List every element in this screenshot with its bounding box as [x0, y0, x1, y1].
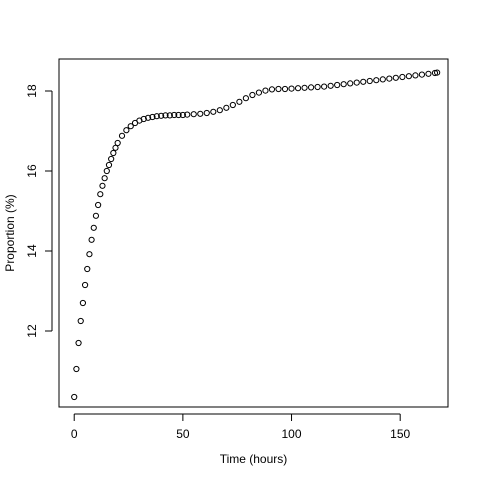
data-point [75, 339, 82, 347]
data-point [95, 201, 102, 209]
data-point [334, 81, 341, 89]
data-point [145, 114, 152, 121]
data-point [162, 112, 169, 119]
data-point [366, 77, 373, 85]
data-point [392, 74, 399, 81]
x-axis-label: Time (hours) [220, 452, 288, 466]
data-point [149, 113, 156, 121]
y-axis: 12 14 16 18 [25, 84, 53, 338]
data-point [347, 80, 354, 87]
x-tick-label: 100 [282, 427, 302, 441]
data-point [184, 111, 191, 118]
data-point [294, 85, 302, 92]
data-point [229, 101, 236, 109]
data-point [118, 132, 126, 139]
data-point [418, 71, 426, 78]
data-point [210, 108, 217, 115]
data-point [197, 110, 204, 117]
data-point [360, 78, 367, 85]
data-point [175, 111, 182, 119]
plot-frame [58, 58, 449, 408]
x-tick-label: 0 [71, 427, 78, 441]
data-point [123, 127, 130, 134]
y-tick-label: 16 [25, 164, 39, 178]
data-point [166, 112, 173, 119]
data-point [81, 281, 89, 289]
data-point [179, 111, 186, 119]
data-point [97, 191, 104, 198]
data-point [171, 111, 178, 119]
data-point [321, 83, 328, 90]
data-point [242, 95, 249, 102]
data-point [412, 72, 419, 79]
data-point [373, 77, 380, 84]
data-point [90, 224, 97, 231]
data-point [114, 139, 121, 147]
data-point [84, 265, 91, 273]
data-point [399, 73, 406, 81]
data-point [73, 365, 80, 373]
data-point [223, 104, 230, 111]
data-points [71, 69, 441, 401]
x-tick-label: 50 [176, 427, 190, 441]
data-point [386, 75, 393, 82]
data-point [340, 81, 347, 88]
data-point [353, 79, 360, 86]
data-point [158, 112, 165, 119]
data-point [425, 70, 432, 77]
data-point [327, 82, 334, 89]
data-point [216, 107, 223, 114]
data-point [110, 149, 117, 157]
data-point [275, 85, 282, 93]
data-point [101, 175, 108, 182]
data-point [262, 87, 269, 94]
data-point [153, 113, 160, 120]
data-point [405, 73, 412, 80]
data-point [86, 251, 93, 258]
data-point [281, 85, 289, 93]
data-point [249, 91, 256, 99]
x-tick-label: 150 [390, 427, 410, 441]
data-point [105, 161, 113, 169]
data-point [71, 393, 78, 401]
data-point [236, 98, 243, 105]
y-tick-label: 18 [25, 84, 39, 98]
data-point [88, 236, 95, 243]
data-point [379, 76, 386, 83]
data-point [301, 84, 308, 91]
data-point [307, 84, 315, 91]
y-axis-label: Proportion (%) [3, 194, 17, 271]
y-tick-label: 14 [25, 244, 39, 258]
data-point [92, 212, 100, 219]
y-tick-label: 12 [25, 324, 39, 338]
data-point [255, 89, 263, 96]
data-point [77, 317, 84, 325]
data-point [434, 69, 441, 76]
data-point [203, 109, 210, 117]
data-point [79, 299, 87, 307]
data-point [190, 111, 197, 118]
data-point [108, 155, 115, 163]
data-point [127, 123, 134, 130]
data-point [268, 86, 276, 93]
data-point [99, 182, 106, 189]
data-point [288, 85, 295, 92]
x-axis: 0 50 100 150 [71, 413, 411, 441]
data-point [140, 115, 147, 123]
data-point [103, 167, 110, 175]
data-point [314, 83, 321, 91]
